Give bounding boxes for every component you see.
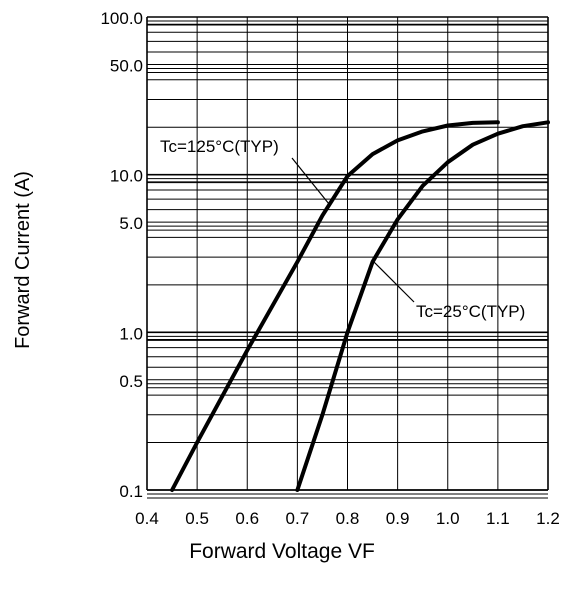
y-tick-label: 1.0	[119, 324, 143, 343]
y-axis-title: Forward Current (A)	[12, 171, 34, 349]
x-tick-label: 0.9	[386, 509, 410, 528]
y-tick-label: 100.0	[100, 9, 143, 28]
y-tick-label: 0.5	[119, 372, 143, 391]
x-tick-label: 0.4	[135, 509, 159, 528]
leader-line-tc25	[371, 259, 415, 303]
y-tick-label: 0.1	[119, 482, 143, 501]
x-tick-label: 0.5	[185, 509, 209, 528]
tick-labels: 100.0 50.0 10.0 5.0 1.0 0.5 0.1 0.4 0.5 0.6 0.7 0.8…	[100, 9, 559, 528]
series-line-tc125	[170, 120, 500, 492]
y-tick-label: 50.0	[110, 56, 143, 75]
series-lines	[170, 120, 550, 492]
x-axis-title: Forward Voltage VF	[189, 540, 375, 563]
annotations: Tc=125°C(TYP) Tc=25°C(TYP)	[160, 137, 525, 321]
x-tick-label: 1.1	[486, 509, 510, 528]
leader-line-tc125	[291, 157, 330, 205]
x-tick-label: 1.2	[536, 509, 560, 528]
x-tick-label: 0.8	[336, 509, 360, 528]
x-tick-label: 1.0	[436, 509, 460, 528]
y-tick-label: 10.0	[110, 167, 143, 186]
x-tick-label: 0.7	[286, 509, 310, 528]
x-tick-label: 0.6	[235, 509, 259, 528]
series-label-tc25: Tc=25°C(TYP)	[416, 302, 525, 321]
series-label-tc125: Tc=125°C(TYP)	[160, 137, 279, 156]
series-line-tc25	[295, 120, 550, 492]
y-tick-label: 5.0	[119, 214, 143, 233]
